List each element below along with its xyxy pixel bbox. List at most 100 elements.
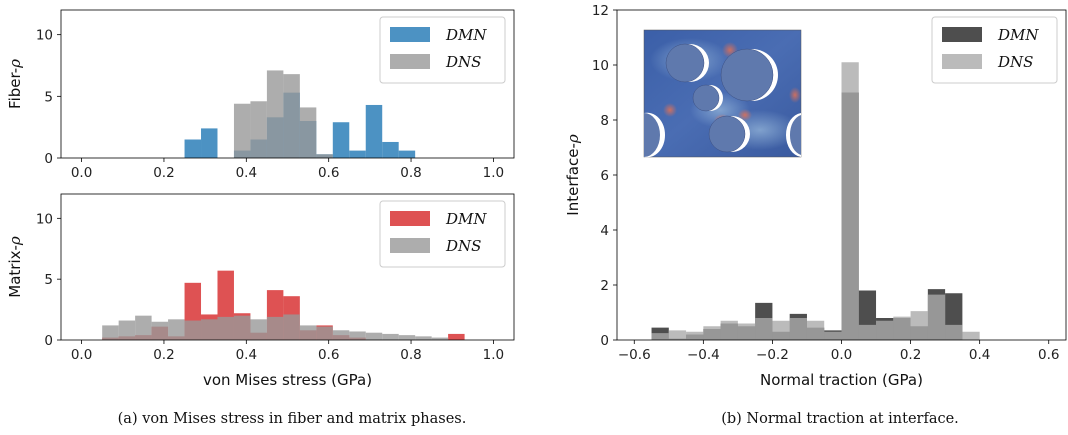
matrix-dns-bar bbox=[365, 332, 383, 340]
interface-legend: DMN DNS bbox=[931, 16, 1058, 84]
legend-label: DNS bbox=[445, 53, 481, 71]
matrix-dns-bar bbox=[431, 337, 449, 340]
interface-dns-bar bbox=[806, 320, 825, 340]
x-tick-label: 0.2 bbox=[900, 347, 921, 363]
legend-swatch bbox=[390, 238, 430, 253]
fiber-legend: DMN DNS bbox=[379, 16, 506, 84]
interface-dns-bar bbox=[858, 324, 877, 340]
x-tick-label: 0.0 bbox=[831, 347, 852, 363]
interface-dns-bar bbox=[651, 333, 669, 340]
fiber-dns-bar bbox=[266, 70, 284, 158]
matrix-dns-bar bbox=[250, 319, 267, 340]
y-tick-label: 5 bbox=[44, 89, 53, 105]
x-tick-label: −0.2 bbox=[756, 347, 789, 363]
y-tick-label: 10 bbox=[36, 28, 53, 44]
legend-swatch bbox=[390, 27, 430, 42]
matrix-dns-bar bbox=[201, 319, 218, 340]
legend-swatch bbox=[390, 211, 430, 226]
fiber-dmn-bar bbox=[184, 139, 202, 158]
matrix-histogram-panel: 0.0 0.2 0.4 0.6 0.8 1.0 0 5 10 Matrix-ρ von Mises … bbox=[6, 193, 515, 389]
legend-label: DMN bbox=[445, 26, 487, 44]
y-tick-label: 5 bbox=[44, 272, 53, 288]
caption-a: (a) von Mises stress in fiber and matrix… bbox=[118, 411, 467, 427]
legend-label: DMN bbox=[445, 210, 487, 228]
fiber-dns-bar bbox=[316, 154, 333, 158]
fiber-y-axis-label: Fiber-ρ bbox=[6, 59, 24, 109]
fiber-dns-bar bbox=[299, 107, 317, 158]
matrix-dns-bar bbox=[184, 320, 202, 340]
interface-dns-bar bbox=[910, 311, 928, 340]
matrix-dns-bar bbox=[118, 320, 136, 340]
y-tick-label: 10 bbox=[592, 58, 609, 74]
matrix-y-axis-label: Matrix-ρ bbox=[6, 236, 24, 298]
y-tick-label: 10 bbox=[36, 211, 53, 227]
interface-dns-bar bbox=[703, 326, 721, 340]
x-tick-label: 0.2 bbox=[153, 347, 174, 363]
x-tick-label: 0.8 bbox=[400, 165, 421, 181]
interface-contour-inset-image bbox=[643, 29, 802, 158]
matrix-dns-bar bbox=[299, 325, 317, 340]
fiber-dmn-bar bbox=[332, 122, 350, 158]
matrix-dns-bar bbox=[102, 325, 119, 340]
matrix-dns-bar bbox=[332, 330, 350, 340]
matrix-legend: DMN DNS bbox=[379, 200, 506, 268]
fiber-dmn-bar bbox=[398, 150, 416, 158]
y-tick-label: 12 bbox=[592, 3, 609, 19]
matrix-dns-bar bbox=[135, 315, 152, 340]
interface-dns-bar bbox=[720, 320, 738, 340]
fiber-dmn-bar bbox=[201, 128, 218, 158]
matrix-dns-bar bbox=[168, 319, 185, 340]
interface-x-axis-label: Normal traction (GPa) bbox=[760, 371, 923, 389]
legend-label: DMN bbox=[997, 26, 1039, 44]
legend-label: DNS bbox=[997, 53, 1033, 71]
matrix-dns-bar bbox=[398, 335, 416, 340]
matrix-dns-bar bbox=[382, 333, 399, 340]
x-tick-label: 0.6 bbox=[318, 165, 339, 181]
fiber-series-dns bbox=[233, 70, 333, 158]
fiber-dmn-bar bbox=[349, 150, 366, 158]
x-tick-label: 1.0 bbox=[483, 347, 504, 363]
y-tick-label: 0 bbox=[600, 333, 609, 349]
interface-dns-bar bbox=[668, 330, 687, 340]
interface-dns-bar bbox=[945, 324, 963, 340]
matrix-dns-bar bbox=[217, 316, 234, 340]
matrix-dns-bar bbox=[151, 321, 169, 340]
matrix-dns-bar bbox=[266, 316, 284, 340]
interface-dns-bar bbox=[686, 331, 704, 340]
x-tick-label: −0.6 bbox=[618, 347, 651, 363]
interface-dns-bar bbox=[893, 316, 911, 340]
x-tick-label: 0.0 bbox=[71, 347, 92, 363]
matrix-dns-bar bbox=[233, 315, 251, 340]
y-tick-label: 0 bbox=[44, 333, 53, 349]
y-tick-label: 6 bbox=[600, 168, 609, 184]
interface-y-axis-label: Interface-ρ bbox=[564, 134, 582, 216]
legend-swatch bbox=[942, 54, 982, 69]
matrix-series-dns bbox=[102, 314, 449, 340]
legend-swatch bbox=[390, 54, 430, 69]
interface-series-dns bbox=[651, 62, 980, 340]
fiber-dns-bar bbox=[250, 101, 267, 158]
interface-dns-bar bbox=[876, 320, 894, 340]
x-tick-label: 0.0 bbox=[71, 165, 92, 181]
y-tick-label: 2 bbox=[600, 278, 609, 294]
fiber-dns-bar bbox=[283, 74, 300, 158]
matrix-dmn-bar bbox=[448, 333, 465, 340]
x-tick-label: 0.2 bbox=[153, 165, 174, 181]
matrix-dns-bar bbox=[415, 336, 432, 340]
x-tick-label: 0.4 bbox=[236, 165, 257, 181]
interface-histogram-panel: −0.6 −0.4 −0.2 0.0 0.2 0.4 0.6 0 2 4 6 8 10 12 Interfa… bbox=[564, 3, 1067, 389]
legend-swatch bbox=[942, 27, 982, 42]
fiber-dmn-bar bbox=[365, 104, 383, 158]
interface-dns-bar bbox=[962, 331, 980, 340]
x-tick-label: 0.6 bbox=[318, 347, 339, 363]
fiber-dns-bar bbox=[233, 103, 251, 158]
x-tick-label: −0.4 bbox=[687, 347, 720, 363]
x-tick-label: 0.8 bbox=[400, 347, 421, 363]
matrix-dns-bar bbox=[283, 314, 300, 340]
interface-dns-bar bbox=[824, 331, 842, 340]
y-tick-label: 0 bbox=[44, 151, 53, 167]
matrix-dns-bar bbox=[316, 326, 333, 340]
matrix-dns-bar bbox=[349, 331, 366, 340]
interface-dns-bar bbox=[841, 62, 859, 340]
